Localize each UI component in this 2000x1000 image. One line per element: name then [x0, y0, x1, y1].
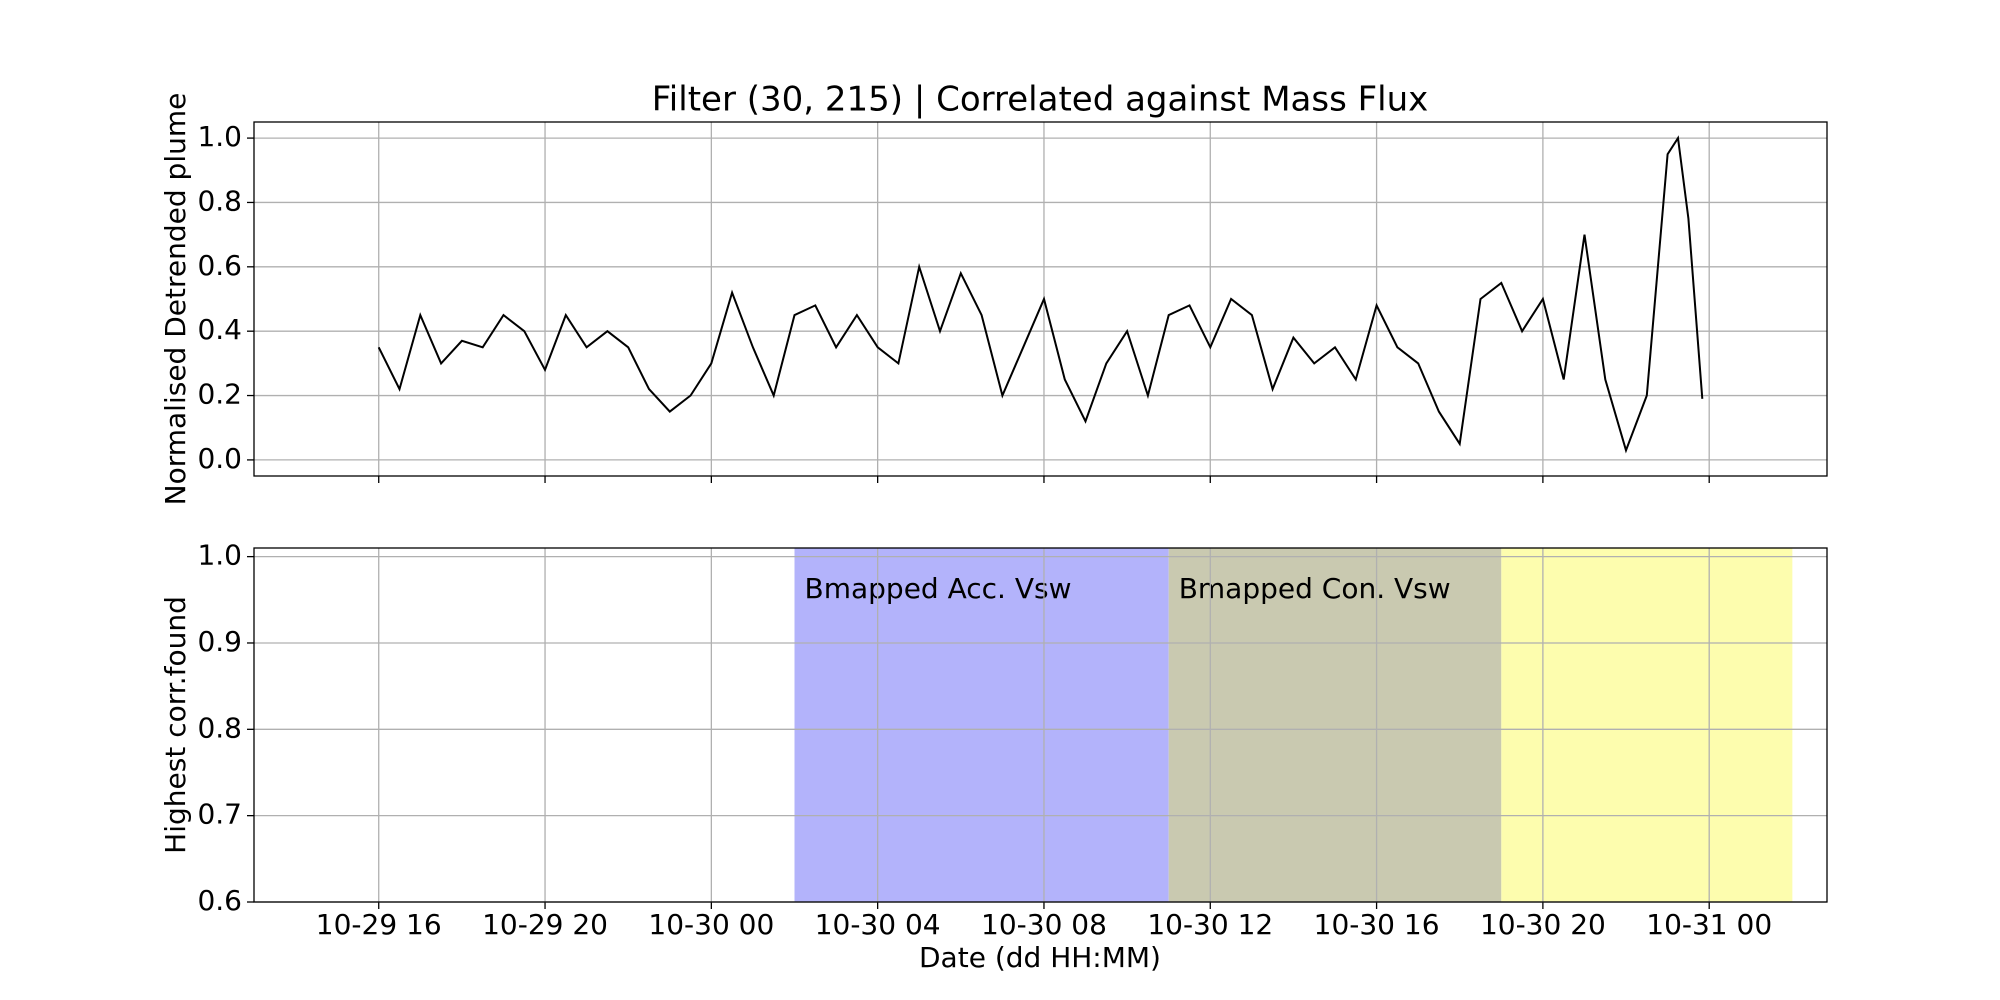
y-tick-label: 0.0: [197, 442, 242, 475]
span-label: Bmapped Acc. Vsw: [805, 572, 1072, 605]
data-line: [377, 135, 1704, 454]
y-tick-label: 0.2: [197, 378, 242, 411]
chart-title: Filter (30, 215) | Correlated against Ma…: [652, 80, 1429, 120]
x-tick-label: 10-30 00: [648, 908, 774, 941]
y-axis-label: Highest corr.found: [159, 596, 192, 854]
y-tick-label: 1.0: [197, 539, 242, 572]
x-tick-label: 10-30 20: [1480, 908, 1606, 941]
span-label: Bmapped Con. Vsw: [1179, 572, 1451, 605]
x-tick-label: 10-30 12: [1147, 908, 1273, 941]
y-tick-label: 0.4: [197, 313, 242, 346]
span-region: [794, 548, 1169, 902]
span-region: [1501, 548, 1793, 902]
x-axis-label: Date (dd HH:MM): [919, 941, 1161, 974]
y-tick-label: 0.6: [197, 884, 242, 917]
x-tick-label: 10-31 00: [1646, 908, 1772, 941]
y-tick-label: 0.7: [197, 798, 242, 831]
x-tick-label: 10-30 08: [981, 908, 1107, 941]
y-tick-label: 0.9: [197, 625, 242, 658]
x-tick-label: 10-29 20: [482, 908, 608, 941]
x-tick-label: 10-30 16: [1314, 908, 1440, 941]
axes: Bmapped Acc. Vsw Bmapped Con. Vsw 0.6 0.7 0.…: [197, 539, 1828, 941]
y-tick-label: 1.0: [197, 120, 242, 153]
y-tick-label: 0.8: [197, 184, 242, 217]
axes-frame: [253, 121, 1828, 477]
axes: 0.0 0.2 0.4 0.6 0.8 1.0: [197, 120, 1828, 483]
span-region: [1168, 548, 1502, 902]
x-tick-label: 10-30 04: [815, 908, 941, 941]
y-tick-label: 0.6: [197, 249, 242, 282]
y-tick-label: 0.8: [197, 711, 242, 744]
axes-frame: [253, 547, 1828, 903]
y-axis-label: Normalised Detrended plume: [159, 93, 192, 506]
x-tick-label: 10-29 16: [316, 908, 442, 941]
